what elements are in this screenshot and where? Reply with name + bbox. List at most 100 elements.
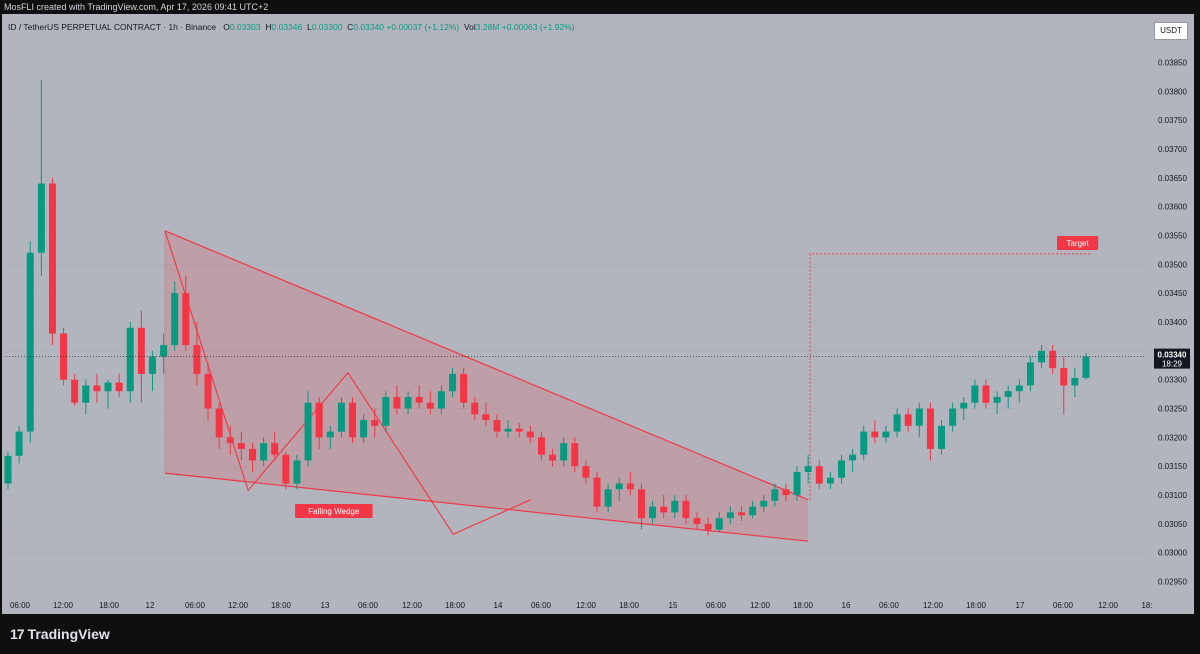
candle-up [960, 402, 968, 409]
candle-down [482, 414, 490, 421]
candle-up [838, 460, 846, 478]
candle-up [15, 431, 23, 456]
time-axis: 06:00 12:00 18:00 12 06:00 12:00 18:00 13 06:00 1… [10, 601, 1153, 610]
x-tick-label: 06:00 [1053, 601, 1074, 610]
chart-panel[interactable] [2, 14, 1194, 614]
price-tag-countdown: 18:29 [1162, 360, 1183, 369]
candle-up [882, 431, 890, 438]
tradingview-brand-name: TradingView [27, 626, 110, 642]
x-tick-label: 12:00 [750, 601, 771, 610]
x-tick-label: 06:00 [706, 601, 727, 610]
candle-up [82, 385, 90, 403]
x-tick-label: 06:00 [879, 601, 900, 610]
currency-button[interactable]: USDT [1154, 22, 1188, 40]
x-tick-label: 12:00 [923, 601, 944, 610]
candle-down [782, 489, 790, 496]
y-tick-label: 0.03100 [1158, 491, 1187, 500]
x-tick-label: 18:00 [99, 601, 120, 610]
candle-down [704, 523, 712, 530]
candle-down [315, 402, 323, 438]
candle-down [182, 293, 190, 346]
candle-down [493, 420, 501, 432]
x-tick-label: 06:00 [185, 601, 206, 610]
candle-down [48, 183, 56, 334]
candle-down [393, 396, 401, 409]
candle-up [726, 512, 734, 519]
x-tick-label: 18:00 [445, 601, 466, 610]
candle-up [993, 396, 1001, 403]
candle-down [1049, 350, 1057, 369]
candle-down [226, 437, 234, 444]
candle-up [826, 477, 834, 484]
candle-down [193, 345, 201, 374]
label-text: Target [1066, 239, 1089, 248]
candle-up [360, 420, 368, 438]
candle-up [760, 500, 768, 507]
candle-down [215, 408, 223, 438]
candle-down [415, 396, 423, 403]
footer-bar [0, 614, 1200, 654]
candle-up [160, 345, 168, 357]
candle-down [248, 448, 256, 461]
candle-down [271, 443, 279, 455]
candle-up [793, 471, 801, 496]
candle-down [204, 373, 212, 409]
y-tick-label: 0.03250 [1158, 405, 1187, 414]
candle-down [237, 443, 245, 449]
y-tick-label: 0.03150 [1158, 462, 1187, 471]
candle-down [637, 489, 645, 519]
tradingview-logo[interactable]: 17 TradingView [10, 626, 110, 642]
candle-up [304, 402, 312, 461]
candle-down [593, 477, 601, 507]
change-value: +0.00037 (+1.12%) [386, 22, 460, 32]
target-projection [809, 253, 1092, 500]
low-label: L [306, 22, 312, 32]
grid [6, 62, 1146, 582]
candle-down [682, 500, 690, 519]
candle-down [371, 420, 379, 426]
candle-down [549, 454, 557, 461]
y-tick-label: 0.03650 [1158, 174, 1187, 183]
price-axis: 0.02950 0.03000 0.03050 0.03100 0.03150 0.032… [1158, 58, 1187, 586]
target-label: Target [1057, 236, 1099, 250]
candle-up [860, 431, 868, 455]
y-tick-label: 0.03500 [1158, 260, 1187, 269]
close-value: 0.03340 [353, 22, 385, 32]
candle-down [1060, 368, 1068, 386]
price-tag-value: 0.03340 [1158, 351, 1187, 360]
candle-up [949, 408, 957, 426]
candle-up [649, 506, 657, 519]
candle-up [893, 414, 901, 432]
x-tick-label: 13 [321, 601, 330, 610]
candle-down [571, 443, 579, 467]
high-value: 0.03346 [271, 22, 303, 32]
y-tick-label: 0.03400 [1158, 318, 1187, 327]
candle-down [115, 382, 123, 392]
candle-down [926, 408, 934, 449]
candle-up [915, 408, 923, 426]
candle-down [137, 327, 145, 374]
volume-label: Vol [463, 22, 476, 32]
label-text: Falling Wedge [308, 507, 360, 516]
label-box [295, 504, 373, 518]
candle-down [693, 518, 701, 524]
candle-up [4, 455, 12, 484]
high-label: H [265, 22, 272, 32]
label-box [1057, 236, 1099, 250]
candles [4, 79, 1090, 536]
candle-up [404, 396, 412, 409]
volume-value: 3.28M [475, 22, 500, 32]
volume-change: +0.00063 (+1.92%) [501, 22, 575, 32]
candle-down [871, 431, 879, 438]
candle-up [293, 460, 301, 484]
chart-attribution: MosFLI created with TradingView.com, Apr… [0, 0, 1200, 14]
candle-down [904, 414, 912, 426]
candle-up [971, 385, 979, 403]
candle-up [37, 183, 45, 253]
candle-down [93, 385, 101, 392]
y-tick-label: 0.03000 [1158, 549, 1187, 558]
candle-down [71, 379, 79, 403]
x-tick-label: 18:00 [966, 601, 987, 610]
